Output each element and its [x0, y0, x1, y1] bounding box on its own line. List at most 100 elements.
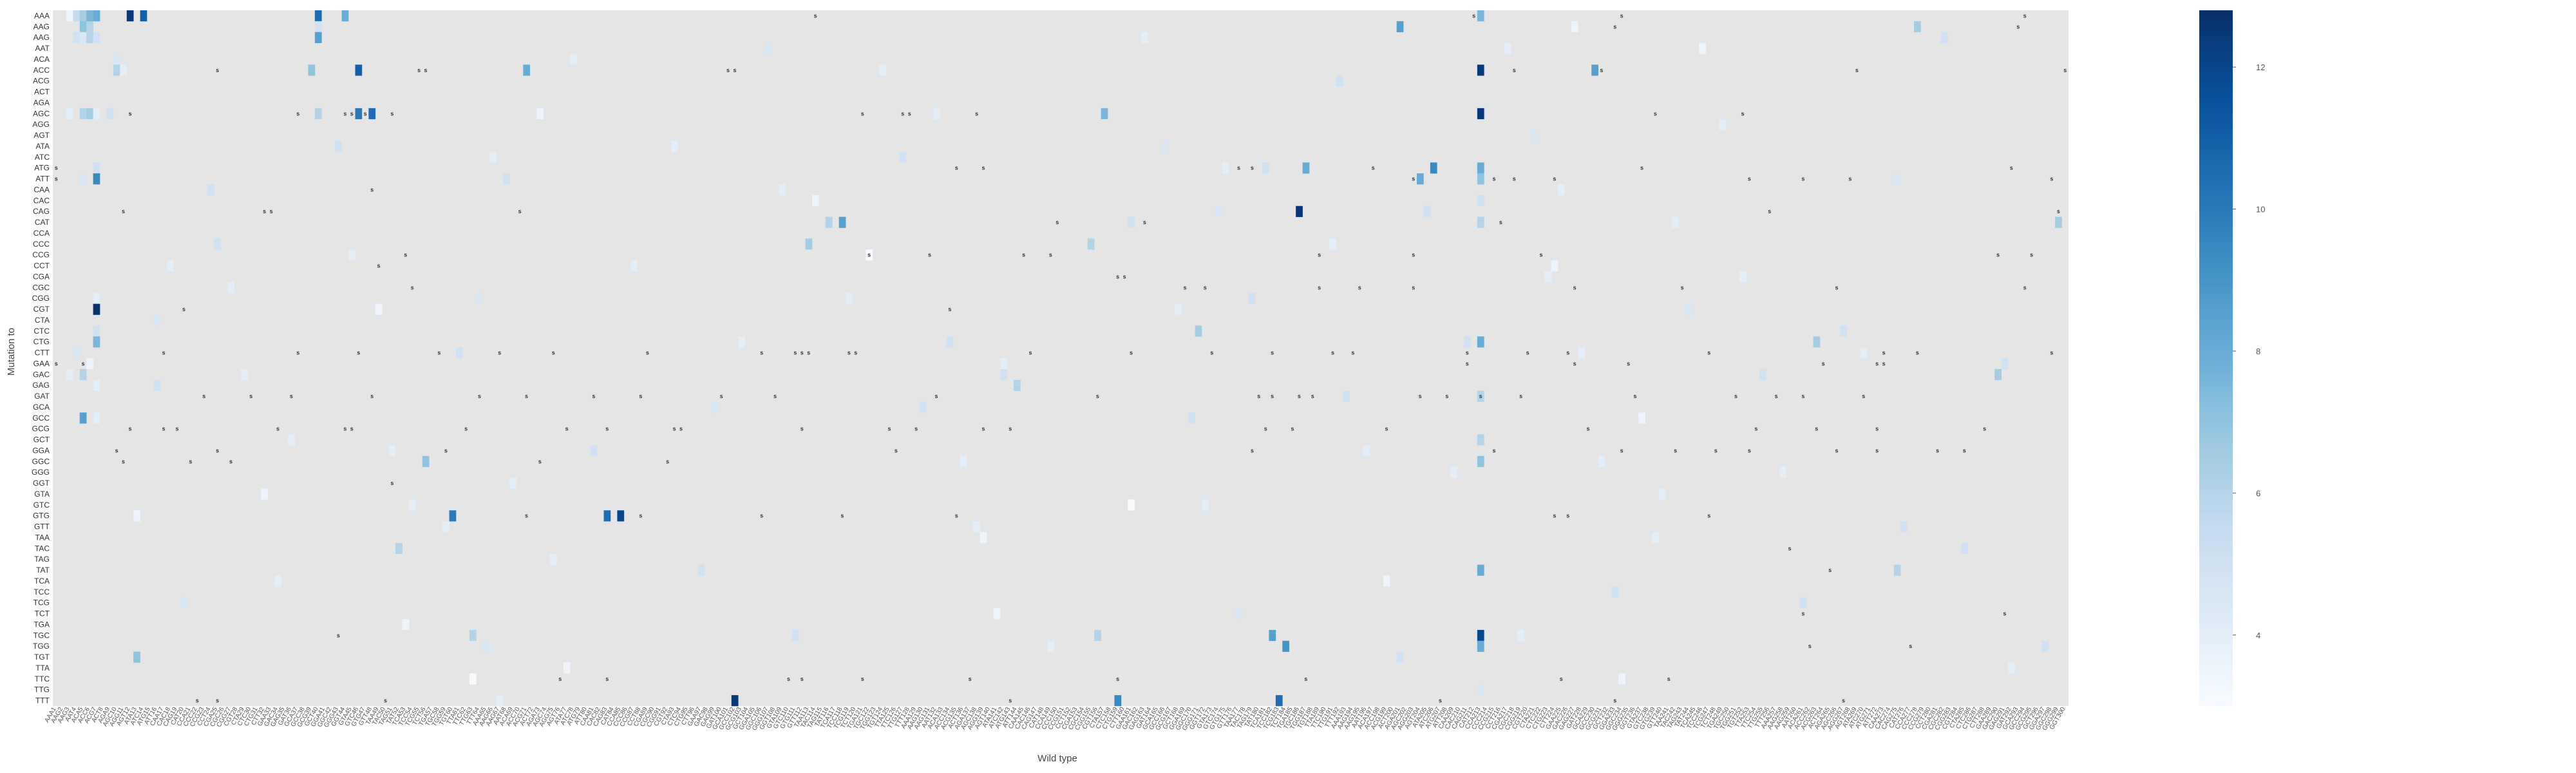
colorbar-tick-label: 12 [2256, 62, 2265, 72]
y-tick-label: ATC [35, 153, 50, 162]
y-tick-label: AGG [32, 120, 50, 129]
cell-marker: s [793, 350, 797, 356]
cell-marker: s [1479, 393, 1482, 399]
cell-marker: s [464, 426, 468, 432]
heatmap-cell [778, 184, 786, 196]
heatmap-cell [1759, 368, 1766, 381]
cell-marker: s [975, 110, 978, 117]
heatmap-cell [93, 10, 100, 22]
heatmap-cell [1658, 488, 1666, 500]
cell-marker: s [1251, 447, 1254, 453]
y-tick-label: GCA [33, 403, 50, 412]
colorbar-tick-label: 8 [2256, 347, 2260, 356]
heatmap-cell [86, 10, 93, 22]
cell-marker: s [787, 676, 790, 682]
cell-marker: s [1909, 643, 1912, 649]
y-tick-label: TGA [33, 620, 50, 629]
heatmap-cell [1477, 216, 1484, 228]
heatmap-cell [1343, 390, 1350, 402]
y-tick-label: AGA [33, 98, 50, 107]
cell-marker: s [525, 393, 528, 399]
cell-marker: s [296, 110, 299, 117]
y-tick-label: TAG [34, 555, 50, 564]
cell-marker: s [854, 350, 857, 356]
cell-marker: s [1566, 350, 1569, 356]
heatmap-cell [1813, 336, 1821, 348]
cell-marker: s [1848, 176, 1852, 182]
y-tick-label: ACT [34, 88, 50, 97]
heatmap-cell [79, 10, 87, 22]
y-tick-label: ACG [33, 77, 50, 86]
cell-marker: s [2010, 165, 2013, 171]
cell-marker: s [1466, 360, 1469, 367]
heatmap-cell [227, 282, 234, 294]
heatmap-cell [314, 21, 322, 33]
cell-marker: s [1204, 284, 1207, 291]
cell-marker: s [639, 393, 642, 399]
heatmap-cell [697, 564, 705, 576]
cell-marker: s [605, 426, 609, 432]
heatmap-cell [980, 532, 987, 544]
heatmap-cell [93, 379, 100, 391]
heatmap-cell [1961, 542, 1968, 555]
heatmap-cell [79, 32, 87, 43]
heatmap-cell [711, 401, 719, 413]
cell-marker: s [384, 698, 387, 704]
cell-marker: s [800, 350, 804, 356]
cell-marker: s [867, 252, 871, 258]
heatmap-cell [126, 10, 134, 22]
heatmap-cell [214, 238, 222, 250]
y-tick-label: CTT [35, 348, 50, 358]
y-tick-label: TCA [34, 577, 50, 586]
heatmap-cell [838, 216, 846, 228]
heatmap-cell [1477, 195, 1484, 207]
heatmap-cell [1128, 499, 1135, 511]
cell-marker: s [887, 426, 891, 432]
cell-marker: s [189, 458, 192, 464]
cell-marker: s [565, 426, 569, 432]
colorbar-gradient [2199, 10, 2233, 706]
cell-marker: s [1835, 447, 1839, 453]
heatmap-cell [1202, 499, 1209, 511]
cell-marker: s [1271, 393, 1274, 399]
y-tick-label: GGC [32, 457, 50, 466]
cell-marker: s [1875, 360, 1879, 367]
heatmap-cell [1141, 32, 1148, 43]
cell-marker: s [1419, 393, 1422, 399]
heatmap-cell [66, 368, 73, 381]
cell-marker: s [1801, 393, 1804, 399]
cell-marker: s [592, 393, 595, 399]
cell-marker: s [1714, 447, 1718, 453]
y-tick-label: TTG [34, 685, 50, 694]
cell-marker: s [1466, 350, 1469, 356]
cell-marker: s [2023, 12, 2027, 19]
heatmap-cell [1296, 205, 1303, 217]
y-tick-label: GTA [34, 490, 50, 499]
cell-marker: s [1553, 176, 1556, 182]
cell-marker: s [639, 513, 642, 519]
heatmap-cell [66, 10, 73, 22]
cell-marker: s [370, 393, 374, 399]
heatmap-cell [93, 108, 100, 120]
cell-marker: s [1291, 426, 1294, 432]
cell-marker: s [2003, 611, 2006, 617]
cell-marker: s [176, 426, 179, 432]
heatmap-cell [1161, 140, 1169, 152]
cell-marker: s [726, 67, 730, 73]
heatmap-cell [1598, 455, 1605, 468]
cell-marker: s [1009, 698, 1012, 704]
y-tick-label: CTC [33, 327, 50, 336]
heatmap-cell [489, 151, 497, 163]
heatmap-cell [1188, 412, 1195, 424]
heatmap-cell [1672, 216, 1680, 228]
cell-marker: s [1634, 393, 1637, 399]
heatmap-cell [207, 184, 214, 196]
heatmap-markers: s s s s s s s s s s s s s s s s s s s s s s s s s s s s s s s s s s s s s s s s… [55, 12, 2067, 703]
heatmap-cell [86, 21, 93, 33]
y-tick-label: CAC [33, 196, 50, 205]
cell-marker: s [901, 110, 904, 117]
heatmap-cell [375, 303, 383, 315]
heatmap-cell [408, 499, 416, 511]
cell-marker: s [1492, 447, 1495, 453]
y-tick-label: CAA [33, 185, 50, 194]
